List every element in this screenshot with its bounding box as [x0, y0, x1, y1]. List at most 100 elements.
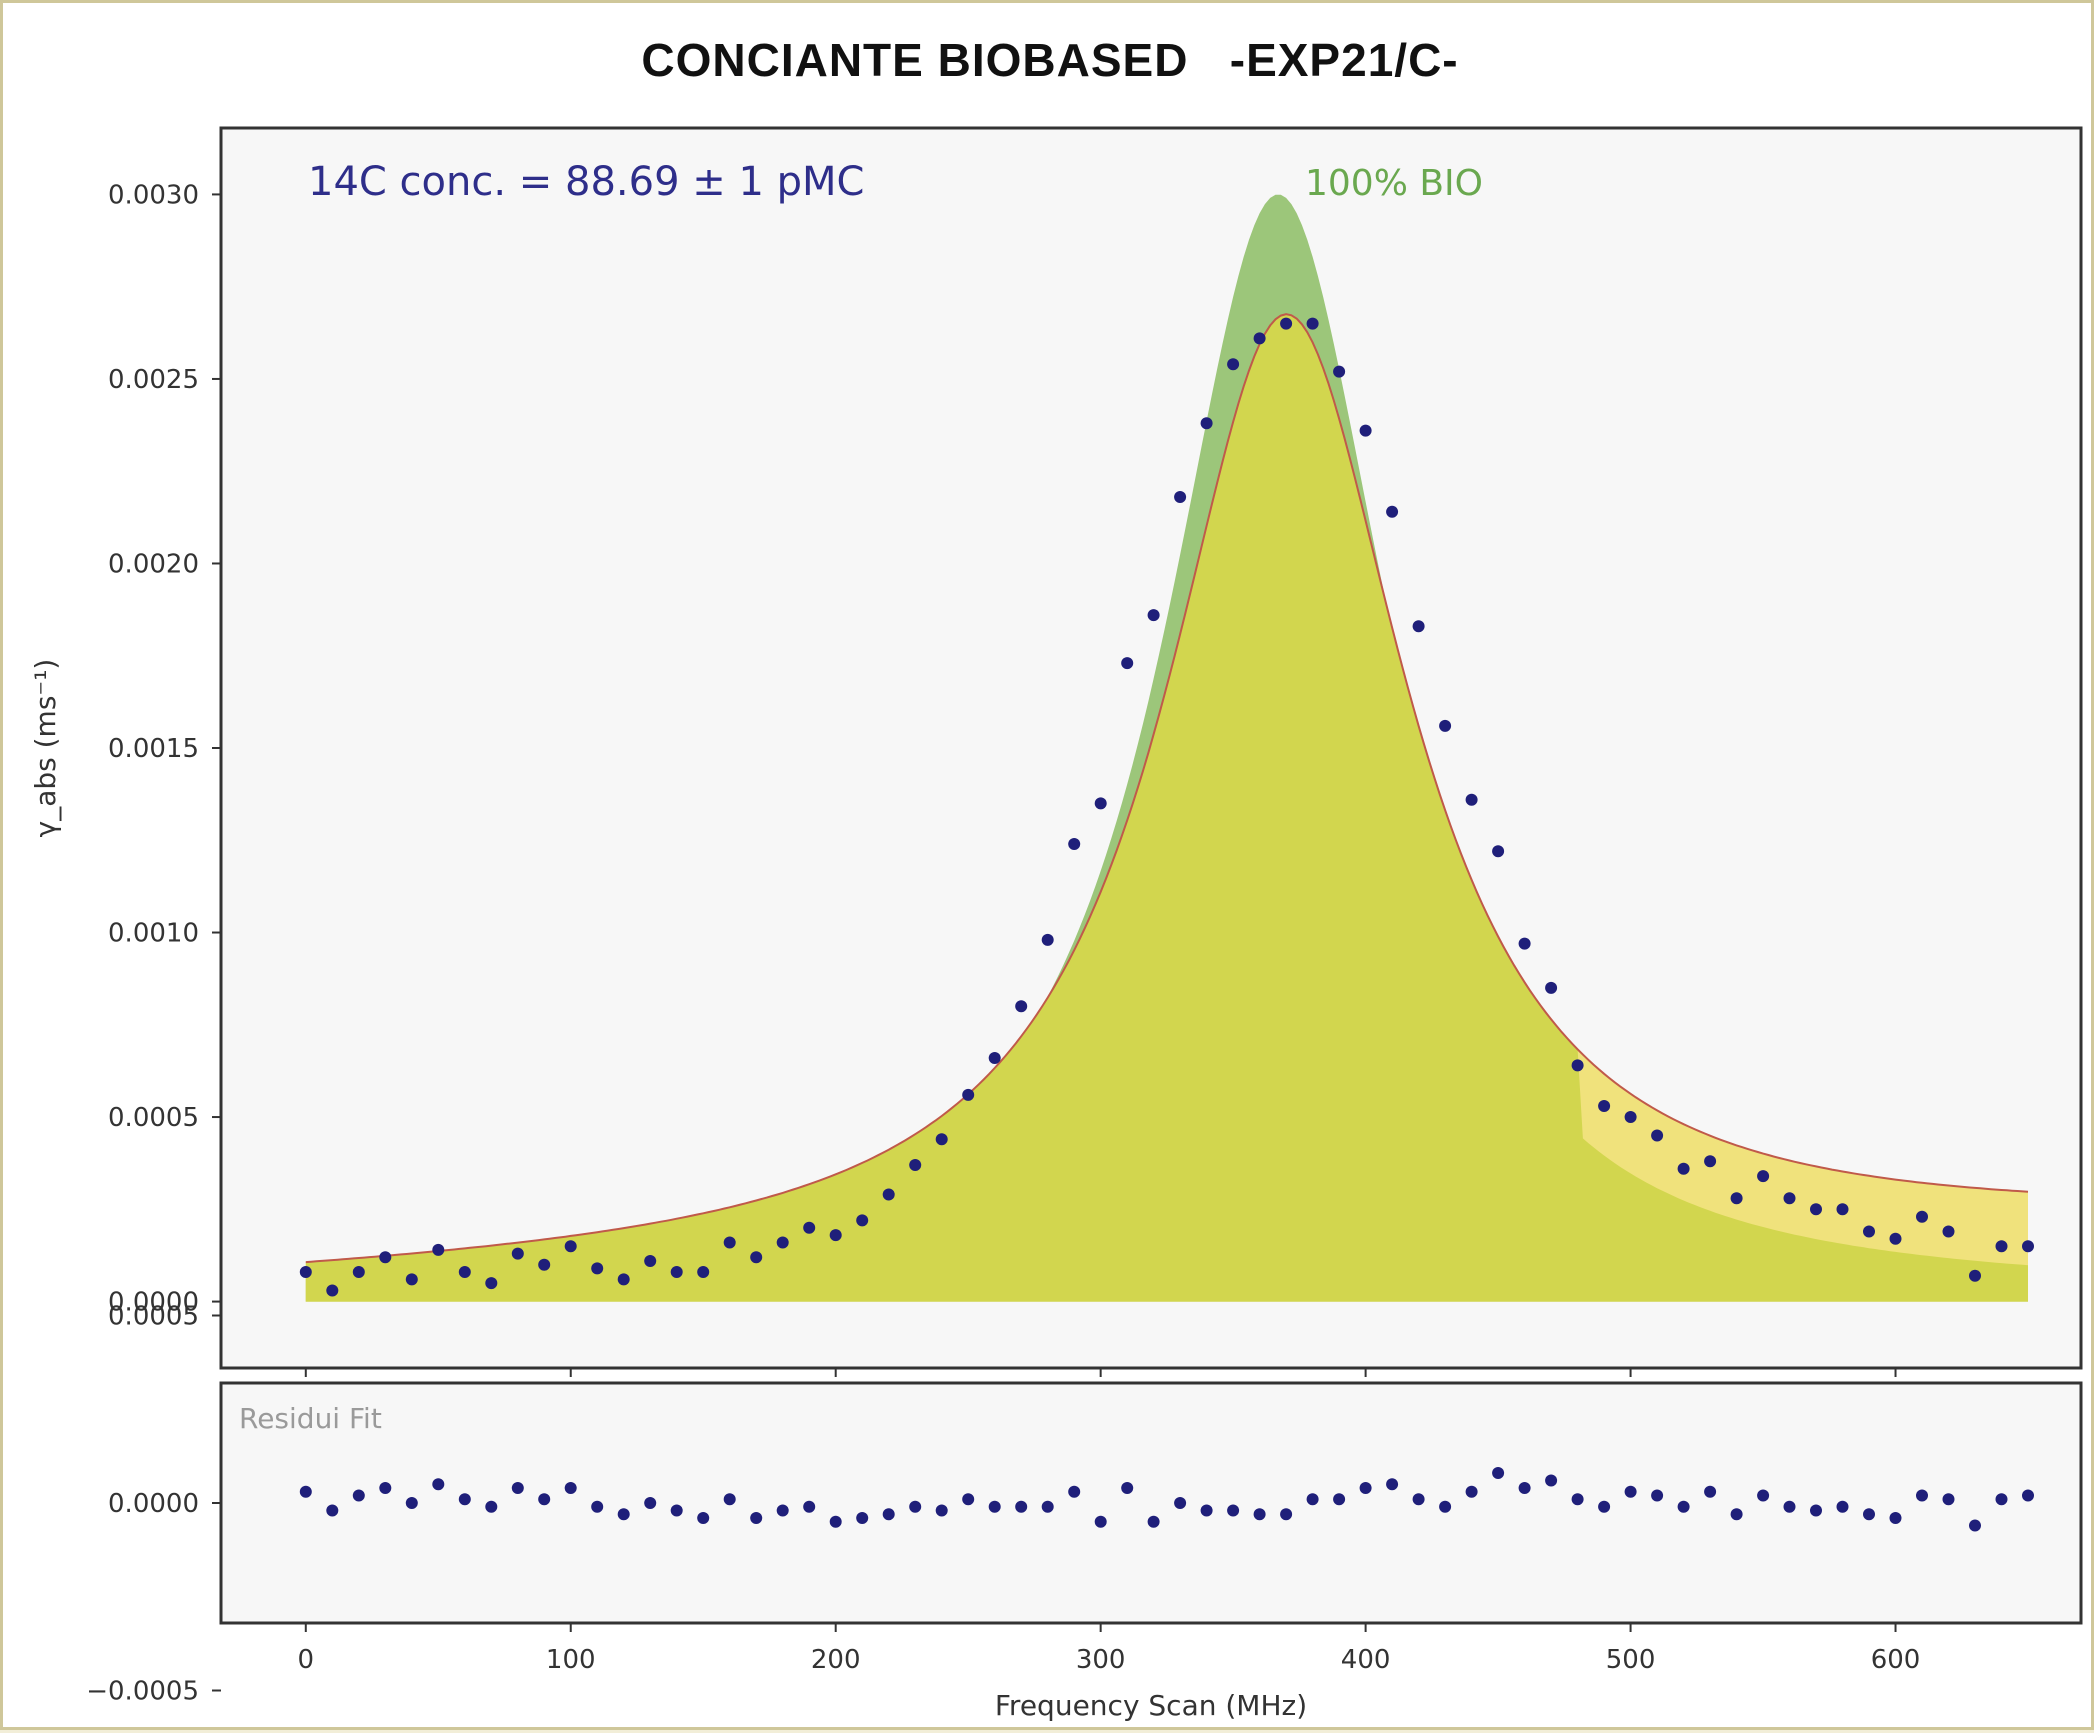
data-point — [1068, 838, 1081, 850]
residual-point — [326, 1504, 339, 1517]
residual-point — [1492, 1467, 1505, 1479]
data-point — [1333, 365, 1346, 378]
residual-point — [458, 1493, 471, 1506]
data-point — [1783, 1192, 1796, 1205]
residual-point — [1333, 1493, 1346, 1506]
residual-point — [352, 1489, 365, 1502]
x-tick-label: 600 — [1871, 1645, 1921, 1675]
data-point — [326, 1284, 339, 1297]
residual-point — [1757, 1489, 1770, 1502]
data-point — [1465, 793, 1478, 806]
residual-point — [591, 1500, 604, 1513]
residual-point — [1545, 1474, 1558, 1487]
residual-point — [1518, 1482, 1531, 1494]
residual-point — [1227, 1504, 1240, 1517]
data-point — [1651, 1129, 1664, 1142]
y-tick-label: 0.0020 — [108, 549, 199, 579]
data-point — [1730, 1192, 1743, 1205]
residual-point — [1439, 1500, 1452, 1513]
data-point — [405, 1273, 418, 1286]
data-point — [856, 1214, 869, 1227]
data-point — [458, 1266, 471, 1278]
residual-point — [856, 1512, 869, 1524]
data-point — [829, 1229, 842, 1242]
data-point — [935, 1133, 948, 1146]
data-point — [1571, 1059, 1584, 1072]
y-tick-label: 0.0015 — [108, 734, 199, 764]
residual-point — [1068, 1485, 1081, 1498]
residual-point — [723, 1493, 736, 1506]
residual-point — [432, 1478, 445, 1491]
reference-label: 100% BIO — [1305, 163, 1483, 204]
data-point — [591, 1262, 604, 1275]
residual-point — [405, 1497, 418, 1509]
residual-point — [1783, 1500, 1796, 1513]
data-point — [1280, 317, 1293, 330]
data-point — [485, 1277, 498, 1290]
data-point — [670, 1266, 683, 1278]
residual-point — [1863, 1508, 1875, 1521]
data-point — [1412, 620, 1425, 633]
residual-point — [1995, 1493, 2008, 1506]
y-tick-label: 0.0005 — [108, 1103, 199, 1133]
residual-y-tick-label: 0.0005 — [108, 1302, 199, 1332]
residual-plot-area — [221, 1383, 2081, 1623]
residual-point — [1677, 1500, 1690, 1513]
residual-point — [1598, 1500, 1611, 1513]
residual-point — [1651, 1489, 1664, 1502]
residual-point — [1200, 1504, 1213, 1517]
data-point — [2022, 1240, 2034, 1253]
residual-point — [1015, 1500, 1028, 1513]
data-point — [1942, 1225, 1955, 1238]
residual-point — [1094, 1515, 1107, 1528]
data-point — [1094, 797, 1107, 810]
residual-point — [1571, 1493, 1584, 1506]
data-point — [1677, 1162, 1690, 1175]
residual-point — [644, 1497, 657, 1509]
data-point — [1995, 1240, 2008, 1253]
data-point — [379, 1251, 392, 1264]
residual-point — [1969, 1519, 1981, 1532]
residual-point — [1942, 1493, 1955, 1506]
residual-point — [1121, 1482, 1134, 1494]
data-point — [988, 1052, 1001, 1064]
data-point — [1359, 424, 1372, 437]
data-point — [564, 1240, 577, 1253]
chart-svg: 0.00000.00050.00100.00150.00200.00250.00… — [29, 126, 2083, 1722]
residual-point — [1041, 1500, 1054, 1513]
residual-point — [1253, 1508, 1266, 1521]
residual-y-tick-label: −0.0005 — [86, 1677, 199, 1707]
residual-point — [962, 1493, 975, 1506]
residual-point — [2022, 1489, 2034, 1502]
residual-point — [1704, 1485, 1717, 1498]
data-point — [1041, 933, 1054, 946]
data-point — [1969, 1269, 1981, 1282]
data-point — [909, 1159, 922, 1171]
data-point — [1757, 1170, 1770, 1183]
y-tick-label: 0.0030 — [108, 180, 199, 210]
y-axis-label: γ_abs (ms⁻¹) — [29, 659, 62, 838]
fit-line — [305, 313, 2029, 1264]
residual-point — [803, 1500, 816, 1513]
data-point — [352, 1266, 365, 1278]
data-point — [1121, 657, 1134, 670]
residual-point — [1730, 1508, 1743, 1521]
residual-point — [670, 1504, 683, 1517]
residual-point — [1412, 1493, 1425, 1506]
data-point — [299, 1266, 312, 1278]
x-tick-label: 400 — [1341, 1645, 1391, 1675]
residual-point — [1147, 1515, 1160, 1528]
residual-point — [617, 1508, 630, 1521]
data-point — [1253, 332, 1266, 345]
residual-point — [299, 1485, 312, 1498]
data-point — [511, 1247, 524, 1260]
concentration-annotation: 14C conc. = 88.69 ± 1 pMC — [308, 159, 864, 205]
data-point — [882, 1188, 895, 1201]
residual-point — [1836, 1500, 1849, 1513]
residual-y-tick-label: 0.0000 — [108, 1489, 199, 1519]
data-point — [432, 1243, 445, 1256]
data-point — [1386, 505, 1399, 518]
data-point — [538, 1258, 551, 1271]
residual-point — [776, 1504, 789, 1517]
